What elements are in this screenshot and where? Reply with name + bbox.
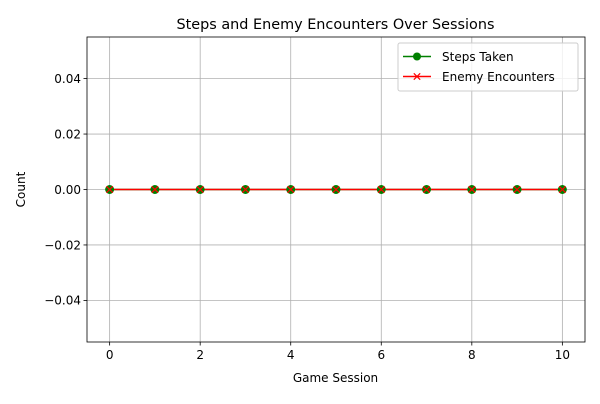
marker-stroke (241, 185, 250, 194)
marker-stroke (196, 185, 204, 194)
data-point (558, 185, 566, 194)
legend-marker (413, 72, 421, 81)
data-point (377, 185, 385, 194)
data-point (332, 185, 340, 194)
data-point (422, 185, 431, 194)
marker-stroke (422, 185, 431, 194)
data-point (287, 185, 295, 194)
marker-stroke (513, 185, 521, 194)
data-point (513, 185, 521, 194)
x-tick-label: 4 (287, 348, 295, 362)
x-tick-label: 6 (377, 348, 385, 362)
data-point (151, 185, 159, 194)
legend: Steps Taken Enemy Encounters (397, 42, 579, 92)
x-axis-ticks: 0 2 4 6 8 10 (106, 342, 570, 362)
marker-stroke (558, 185, 566, 194)
marker-stroke (151, 185, 159, 194)
y-tick-label: 0.02 (54, 127, 81, 141)
x-tick-label: 10 (555, 348, 570, 362)
y-tick-label: −0.04 (44, 294, 81, 308)
data-point (106, 185, 114, 194)
y-axis-ticks: −0.04 −0.02 0.00 0.02 0.04 (44, 72, 87, 308)
marker-stroke (377, 185, 385, 194)
x-tick-label: 0 (106, 348, 114, 362)
data-point (468, 185, 476, 194)
marker-stroke (332, 185, 340, 194)
y-tick-label: 0.00 (54, 183, 81, 197)
chart-title: Steps and Enemy Encounters Over Sessions (177, 17, 495, 33)
legend-box (397, 42, 579, 92)
marker-stroke (468, 185, 476, 194)
marker-stroke (106, 185, 114, 194)
x-tick-label: 8 (468, 348, 476, 362)
legend-item: Enemy Encounters (403, 70, 555, 84)
y-tick-label: 0.04 (54, 72, 81, 86)
y-tick-label: −0.02 (44, 238, 81, 252)
legend-item: Steps Taken (403, 50, 514, 64)
marker-stroke (287, 185, 295, 194)
legend-marker (413, 52, 421, 61)
data-point (241, 185, 250, 194)
legend-label: Enemy Encounters (442, 70, 555, 84)
plot-series (105, 185, 567, 194)
data-point (196, 185, 204, 194)
x-axis-title: Game Session (293, 371, 378, 385)
legend-label: Steps Taken (442, 50, 514, 64)
y-axis-title: Count (14, 171, 28, 207)
x-tick-label: 2 (196, 348, 204, 362)
